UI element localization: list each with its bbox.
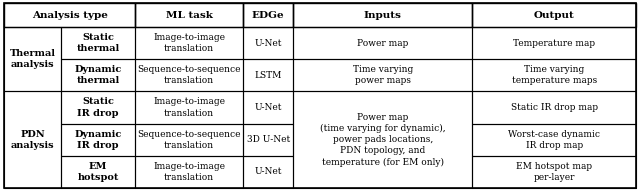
Text: Image-to-image
translation: Image-to-image translation <box>153 33 225 53</box>
Bar <box>243 3 294 27</box>
Bar <box>294 3 472 27</box>
Text: Worst-case dynamic
IR drop map: Worst-case dynamic IR drop map <box>508 130 600 150</box>
Bar <box>61 59 136 91</box>
Text: Dynamic
thermal: Dynamic thermal <box>74 65 122 85</box>
Text: U-Net: U-Net <box>255 167 282 176</box>
Bar <box>61 27 136 59</box>
Text: EDGe: EDGe <box>252 11 285 19</box>
Text: LSTM: LSTM <box>255 71 282 80</box>
Bar <box>294 91 472 188</box>
Bar <box>243 156 294 188</box>
Text: Dynamic
IR drop: Dynamic IR drop <box>74 130 122 150</box>
Bar <box>61 124 136 156</box>
Bar <box>243 124 294 156</box>
Text: U-Net: U-Net <box>255 39 282 48</box>
Bar <box>4 27 61 91</box>
Bar <box>472 124 636 156</box>
Text: Output: Output <box>534 11 575 19</box>
Bar <box>472 156 636 188</box>
Text: U-Net: U-Net <box>255 103 282 112</box>
Text: Time varying
power maps: Time varying power maps <box>353 65 413 85</box>
Bar <box>136 3 243 27</box>
Bar <box>4 3 136 27</box>
Text: Static
thermal: Static thermal <box>77 33 120 53</box>
Text: Static IR drop map: Static IR drop map <box>511 103 598 112</box>
Bar <box>136 27 243 59</box>
Bar <box>294 27 472 59</box>
Text: Image-to-image
translation: Image-to-image translation <box>153 162 225 182</box>
Text: 3D U-Net: 3D U-Net <box>246 135 290 144</box>
Text: Sequence-to-sequence
translation: Sequence-to-sequence translation <box>138 130 241 150</box>
Bar <box>472 3 636 27</box>
Bar <box>136 124 243 156</box>
Text: Inputs: Inputs <box>364 11 402 19</box>
Text: Time varying
temperature maps: Time varying temperature maps <box>511 65 596 85</box>
Bar <box>136 156 243 188</box>
Text: Static
IR drop: Static IR drop <box>77 97 119 118</box>
Bar <box>61 156 136 188</box>
Bar <box>4 91 61 188</box>
Text: Thermal
analysis: Thermal analysis <box>10 49 56 69</box>
Bar <box>472 91 636 124</box>
Bar <box>243 59 294 91</box>
Bar <box>472 27 636 59</box>
Bar <box>243 27 294 59</box>
Text: Power map
(time varying for dynamic),
power pads locations,
PDN topology, and
te: Power map (time varying for dynamic), po… <box>320 113 445 167</box>
Text: PDN
analysis: PDN analysis <box>11 130 54 150</box>
Text: Sequence-to-sequence
translation: Sequence-to-sequence translation <box>138 65 241 85</box>
Text: Image-to-image
translation: Image-to-image translation <box>153 97 225 118</box>
Bar <box>136 91 243 124</box>
Bar <box>61 91 136 124</box>
Bar <box>136 59 243 91</box>
Text: Temperature map: Temperature map <box>513 39 595 48</box>
Text: Power map: Power map <box>357 39 408 48</box>
Text: EM
hotspot: EM hotspot <box>77 162 119 182</box>
Bar <box>472 59 636 91</box>
Bar <box>243 91 294 124</box>
Text: EM hotspot map
per-layer: EM hotspot map per-layer <box>516 162 592 182</box>
Text: Analysis type: Analysis type <box>32 11 108 19</box>
Text: ML task: ML task <box>166 11 212 19</box>
Bar <box>294 59 472 91</box>
